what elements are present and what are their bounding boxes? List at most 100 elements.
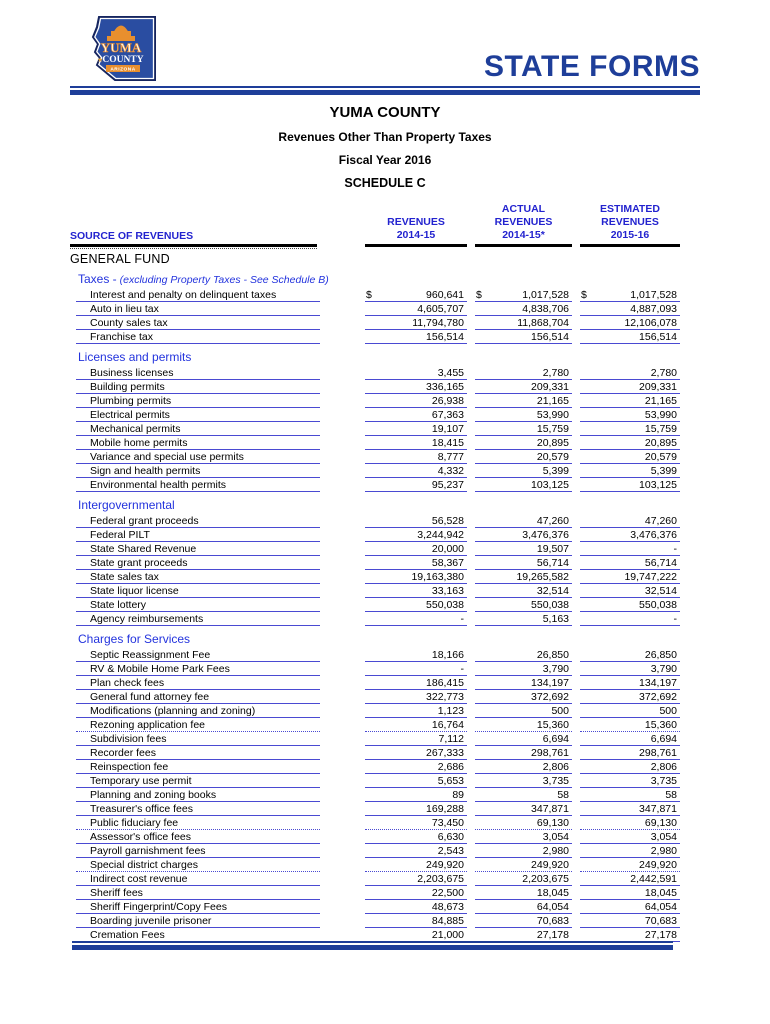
amount-value: 550,038	[426, 598, 464, 611]
amount-cell: -	[580, 543, 680, 556]
amount-value: 27,178	[536, 928, 569, 941]
row-label: State liquor license	[76, 585, 320, 598]
amount-value: 15,360	[536, 718, 569, 731]
section-title: Intergovernmental	[78, 498, 175, 512]
amount-value: 18,045	[644, 886, 677, 899]
svg-text:★: ★	[97, 56, 103, 64]
amount-cell: 56,714	[475, 557, 572, 570]
revenue-row: County sales tax 11,794,780 11,868,704 12,1…	[70, 316, 700, 330]
amount-cell: 20,579	[475, 451, 572, 464]
yuma-county-seal-icon: YUMA ★ COUNTY ARIZONA	[91, 16, 156, 81]
amount-cell: 58,367	[365, 556, 467, 570]
amount-cell: 18,166	[365, 649, 467, 662]
amount-value: 20,579	[644, 450, 677, 463]
amount-value: -	[460, 662, 465, 675]
amount-cell: 134,197	[475, 676, 572, 690]
amount-value: 3,054	[542, 830, 569, 843]
amount-value: 12,106,078	[624, 316, 677, 329]
amount-cell: 2,780	[475, 367, 572, 380]
amount-value: 69,130	[644, 816, 677, 829]
amount-value: 33,163	[431, 584, 464, 597]
amount-value: 1,123	[437, 704, 464, 717]
amount-value: 8,777	[437, 450, 464, 463]
amount-cell: 58	[580, 789, 680, 802]
amount-value: 19,163,380	[411, 570, 464, 583]
amount-value: 3,455	[437, 366, 464, 379]
currency-symbol: $	[366, 288, 372, 301]
amount-value: 134,197	[531, 676, 569, 689]
county-title: YUMA COUNTY	[329, 104, 441, 121]
revenue-row: Sign and health permits 4,332 5,399 5,399	[70, 464, 700, 478]
amount-cell: 347,871	[580, 803, 680, 816]
row-label: Federal PILT	[76, 529, 320, 542]
amount-value: 336,165	[426, 380, 464, 393]
revenue-row: Payroll garnishment fees 2,543 2,980 2,980	[70, 844, 700, 858]
amount-value: 26,938	[431, 394, 464, 407]
amount-cell: 27,178	[580, 928, 680, 942]
amount-cell: 20,000	[365, 543, 467, 556]
amount-cell: 32,514	[475, 585, 572, 598]
row-label: Interest and penalty on delinquent taxes	[76, 289, 320, 302]
amount-value: 169,288	[426, 802, 464, 815]
amount-value: 134,197	[639, 676, 677, 689]
amount-cell: 6,694	[580, 733, 680, 746]
amount-value: 89	[452, 788, 464, 801]
svg-text:ARIZONA: ARIZONA	[110, 66, 135, 72]
amount-cell: 56,528	[365, 515, 467, 528]
row-label: Federal grant proceeds	[76, 515, 320, 528]
row-label: Sign and health permits	[76, 465, 320, 478]
revenue-row: Public fiduciary fee 73,450 69,130 69,130	[70, 816, 700, 830]
amount-cell: 249,920	[475, 859, 572, 872]
revenue-row: Sheriff fees 22,500 18,045 18,045	[70, 886, 700, 900]
row-label: Environmental health permits	[76, 479, 320, 492]
amount-cell: 5,399	[475, 465, 572, 478]
amount-value: 27,178	[644, 928, 677, 941]
amount-value: 267,333	[426, 746, 464, 759]
amount-value: 67,363	[431, 408, 464, 421]
amount-cell: 3,054	[475, 830, 572, 844]
column-header-2: ACTUAL REVENUES 2014-15*	[475, 203, 572, 247]
revenue-row: State grant proceeds 58,367 56,714 56,714	[70, 556, 700, 570]
amount-cell: 2,806	[580, 761, 680, 774]
amount-value: 3,790	[542, 662, 569, 675]
amount-cell: 15,360	[580, 719, 680, 732]
revenue-row: Electrical permits 67,363 53,990 53,990	[70, 408, 700, 422]
amount-cell: 89	[365, 788, 467, 802]
table-header: SOURCE OF REVENUES REVENUES 2014-15 ACTUAL…	[70, 203, 700, 249]
amount-cell: 209,331	[475, 381, 572, 394]
row-label: Plan check fees	[76, 677, 320, 690]
amount-value: 550,038	[639, 598, 677, 611]
revenue-row: RV & Mobile Home Park Fees - 3,790 3,790	[70, 662, 700, 676]
amount-cell: 3,476,376	[580, 529, 680, 542]
revenue-row: Mechanical permits 19,107 15,759 15,759	[70, 422, 700, 436]
amount-cell: 21,165	[580, 395, 680, 408]
amount-value: 58,367	[431, 556, 464, 569]
revenue-row: State Shared Revenue 20,000 19,507 -	[70, 542, 700, 556]
amount-value: 2,442,591	[630, 872, 677, 885]
row-label: County sales tax	[76, 317, 320, 330]
page-title: STATE FORMS	[483, 50, 700, 83]
amount-value: 53,990	[644, 408, 677, 421]
amount-cell: 6,694	[475, 733, 572, 746]
row-label: Boarding juvenile prisoner	[76, 915, 320, 928]
amount-cell: 84,885	[365, 914, 467, 928]
amount-value: 20,895	[644, 436, 677, 449]
page-content: YUMA ★ COUNTY ARIZONA STATE FORMS YUMA C…	[70, 0, 700, 942]
amount-cell: 70,683	[580, 915, 680, 928]
amount-cell: 47,260	[580, 515, 680, 528]
amount-value: 95,237	[431, 478, 464, 491]
revenue-row: Plan check fees 186,415 134,197 134,197	[70, 676, 700, 690]
amount-cell: 15,360	[475, 718, 572, 732]
amount-value: 84,885	[431, 914, 464, 927]
amount-value: 18,045	[536, 886, 569, 899]
amount-value: 3,476,376	[522, 528, 569, 541]
section-heading: Charges for Services	[70, 632, 700, 646]
amount-value: 4,332	[437, 464, 464, 477]
amount-value: 22,500	[431, 886, 464, 899]
amount-value: 19,265,582	[516, 570, 569, 583]
amount-value: -	[673, 612, 678, 625]
amount-cell: -	[365, 613, 467, 626]
row-label: Rezoning application fee	[76, 719, 320, 732]
amount-cell: 53,990	[475, 409, 572, 422]
amount-value: 4,838,706	[522, 302, 569, 315]
